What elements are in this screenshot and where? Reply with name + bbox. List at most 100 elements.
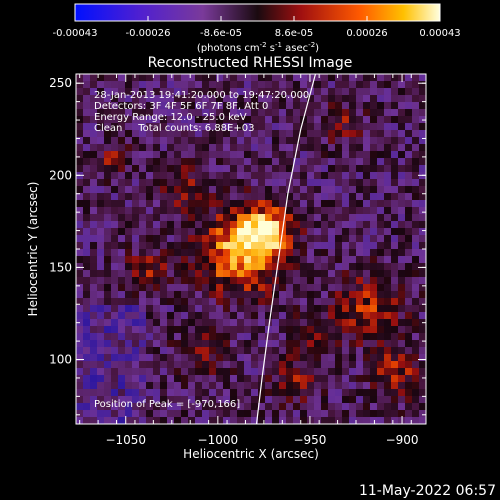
heatmap-cell <box>307 375 315 383</box>
heatmap-cell <box>174 333 182 341</box>
heatmap-cell <box>328 396 336 404</box>
heatmap-cell <box>223 81 231 89</box>
heatmap-cell <box>104 228 112 236</box>
heatmap-cell <box>174 326 182 334</box>
heatmap-cell <box>125 172 133 180</box>
heatmap-cell <box>398 130 406 138</box>
heatmap-cell <box>398 144 406 152</box>
heatmap-cell <box>90 74 98 82</box>
heatmap-cell <box>398 214 406 222</box>
heatmap-cell <box>419 270 426 278</box>
heatmap-cell <box>349 277 357 285</box>
heatmap-cell <box>314 410 322 418</box>
heatmap-cell <box>412 88 420 96</box>
heatmap-cell <box>328 382 336 390</box>
heatmap-cell <box>279 137 287 145</box>
heatmap-cell <box>370 270 378 278</box>
heatmap-cell <box>419 417 426 424</box>
heatmap-cell <box>153 326 161 334</box>
heatmap-cell <box>398 158 406 166</box>
heatmap-cell <box>412 249 420 257</box>
heatmap-cell <box>398 410 406 418</box>
heatmap-cell <box>167 333 175 341</box>
heatmap-cell <box>188 361 196 369</box>
heatmap-cell <box>223 130 231 138</box>
heatmap-cell <box>97 116 105 124</box>
heatmap-cell <box>104 354 112 362</box>
heatmap-cell <box>321 277 329 285</box>
heatmap-cell <box>321 200 329 208</box>
heatmap-cell <box>132 291 140 299</box>
heatmap-cell <box>412 270 420 278</box>
heatmap-cell <box>223 326 231 334</box>
heatmap-cell <box>202 95 210 103</box>
heatmap-cell <box>174 284 182 292</box>
heatmap-cell <box>307 102 315 110</box>
heatmap-cell <box>321 375 329 383</box>
heatmap-cell <box>412 256 420 264</box>
heatmap-cell <box>293 102 301 110</box>
heatmap-cell <box>167 207 175 215</box>
heatmap-cell <box>384 403 392 411</box>
heatmap-cell <box>237 228 245 236</box>
heatmap-cell <box>293 165 301 173</box>
heatmap-cell <box>132 347 140 355</box>
heatmap-cell <box>237 186 245 194</box>
heatmap-cell <box>132 361 140 369</box>
heatmap-cell <box>244 389 252 397</box>
heatmap-cell <box>258 74 266 82</box>
heatmap-cell <box>293 284 301 292</box>
heatmap-cell <box>153 88 161 96</box>
heatmap-cell <box>188 417 196 424</box>
heatmap-cell <box>90 123 98 131</box>
heatmap-cell <box>216 158 224 166</box>
heatmap-cell <box>321 368 329 376</box>
heatmap-cell <box>160 263 168 271</box>
heatmap-cell <box>139 193 147 201</box>
heatmap-cell <box>188 263 196 271</box>
heatmap-cell <box>146 263 154 271</box>
heatmap-cell <box>97 172 105 180</box>
heatmap-cell <box>363 361 371 369</box>
heatmap-cell <box>76 270 84 278</box>
heatmap-cell <box>349 375 357 383</box>
heatmap-cell <box>195 74 203 82</box>
heatmap-cell <box>307 144 315 152</box>
heatmap-cell <box>223 382 231 390</box>
heatmap-cell <box>321 221 329 229</box>
heatmap-cell <box>181 109 189 117</box>
heatmap-cell <box>328 375 336 383</box>
heatmap-cell <box>160 284 168 292</box>
heatmap-cell <box>167 186 175 194</box>
heatmap-cell <box>391 235 399 243</box>
heatmap-cell <box>377 102 385 110</box>
heatmap-cell <box>111 179 119 187</box>
heatmap-cell <box>356 144 364 152</box>
heatmap-cell <box>230 228 238 236</box>
heatmap-cell <box>195 207 203 215</box>
heatmap-cell <box>90 95 98 103</box>
heatmap-cell <box>244 263 252 271</box>
heatmap-cell <box>286 263 294 271</box>
heatmap-cell <box>328 277 336 285</box>
heatmap-cell <box>125 95 133 103</box>
heatmap-cell <box>244 270 252 278</box>
heatmap-cell <box>272 368 280 376</box>
heatmap-cell <box>216 375 224 383</box>
heatmap-cell <box>370 410 378 418</box>
heatmap-cell <box>139 249 147 257</box>
heatmap-cell <box>97 340 105 348</box>
heatmap-cell <box>202 270 210 278</box>
heatmap-cell <box>314 207 322 215</box>
heatmap-cell <box>265 361 273 369</box>
heatmap-cell <box>370 116 378 124</box>
heatmap-cell <box>335 158 343 166</box>
heatmap-cell <box>230 221 238 229</box>
heatmap-cell <box>370 340 378 348</box>
heatmap-cell <box>132 235 140 243</box>
heatmap-cell <box>125 298 133 306</box>
heatmap-cell <box>391 410 399 418</box>
heatmap-cell <box>363 263 371 271</box>
heatmap-cell <box>370 151 378 159</box>
heatmap-cell <box>237 319 245 327</box>
